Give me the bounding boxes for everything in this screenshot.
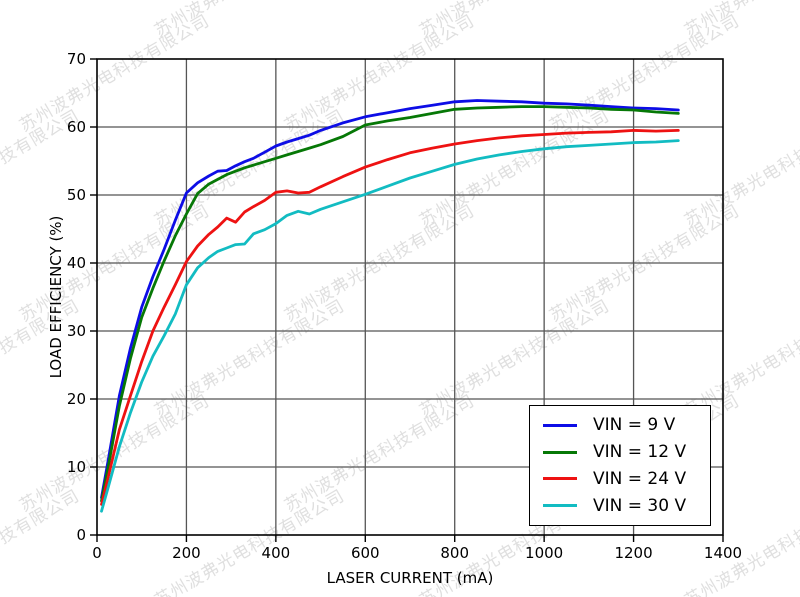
- y-tick-label: 40: [67, 254, 86, 272]
- y-axis-label: LOAD EFFICIENCY (%): [47, 215, 65, 379]
- y-tick-label: 10: [67, 458, 86, 476]
- y-tick-label: 60: [67, 118, 86, 136]
- legend-swatch-icon: [543, 477, 577, 481]
- axis-ticks: [90, 58, 724, 542]
- legend-item: VIN = 24 V: [530, 469, 710, 489]
- series-line-12v: [100, 105, 680, 503]
- legend-swatch-icon: [543, 450, 577, 454]
- y-tick-label: 30: [67, 322, 86, 340]
- gridlines: [97, 59, 723, 535]
- legend-label: VIN = 12 V: [593, 442, 687, 463]
- legend: VIN = 9 V VIN = 12 V VIN = 24 V VIN = 30 V: [529, 405, 711, 526]
- x-tick-label: 1400: [704, 544, 742, 562]
- series-line-30v: [100, 139, 680, 513]
- legend-swatch-icon: [543, 423, 577, 427]
- x-axis-label: LASER CURRENT (mA): [326, 569, 494, 587]
- legend-item: VIN = 9 V: [530, 415, 710, 435]
- legend-item: VIN = 12 V: [530, 442, 710, 462]
- legend-item: VIN = 30 V: [530, 496, 710, 516]
- y-tick-label: 20: [67, 390, 86, 408]
- x-tick-label: 0: [92, 544, 102, 562]
- legend-label: VIN = 30 V: [593, 495, 687, 516]
- legend-label: VIN = 9 V: [593, 415, 676, 436]
- data-series: [100, 99, 680, 513]
- x-tick-label: 800: [440, 544, 469, 562]
- legend-swatch-icon: [543, 504, 577, 508]
- axes-box: [96, 58, 724, 536]
- x-tick-label: 1000: [525, 544, 563, 562]
- x-tick-label: 400: [262, 544, 291, 562]
- y-tick-label: 70: [67, 50, 86, 68]
- x-tick-label: 200: [172, 544, 201, 562]
- plot-frame: [96, 58, 724, 536]
- x-tick-label: 1200: [614, 544, 652, 562]
- legend-label: VIN = 24 V: [593, 468, 687, 489]
- tick-labels: 0 200 400 600 800 1000 1200 1400 0 10 20 30 40 50 60 70: [67, 50, 742, 562]
- y-tick-label: 50: [67, 186, 86, 204]
- x-tick-label: 600: [351, 544, 380, 562]
- y-tick-label: 0: [76, 526, 86, 544]
- series-line-9v: [100, 99, 680, 500]
- series-line-24v: [100, 128, 680, 506]
